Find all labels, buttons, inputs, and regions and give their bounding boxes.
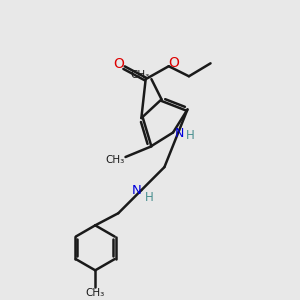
Text: CH₃: CH₃ xyxy=(85,287,105,298)
Text: CH₃: CH₃ xyxy=(131,70,150,80)
Text: O: O xyxy=(169,56,179,70)
Text: H: H xyxy=(145,191,154,204)
Text: CH₃: CH₃ xyxy=(106,155,125,165)
Text: O: O xyxy=(113,57,124,71)
Text: N: N xyxy=(131,184,141,197)
Text: H: H xyxy=(185,130,194,142)
Text: N: N xyxy=(175,128,184,140)
